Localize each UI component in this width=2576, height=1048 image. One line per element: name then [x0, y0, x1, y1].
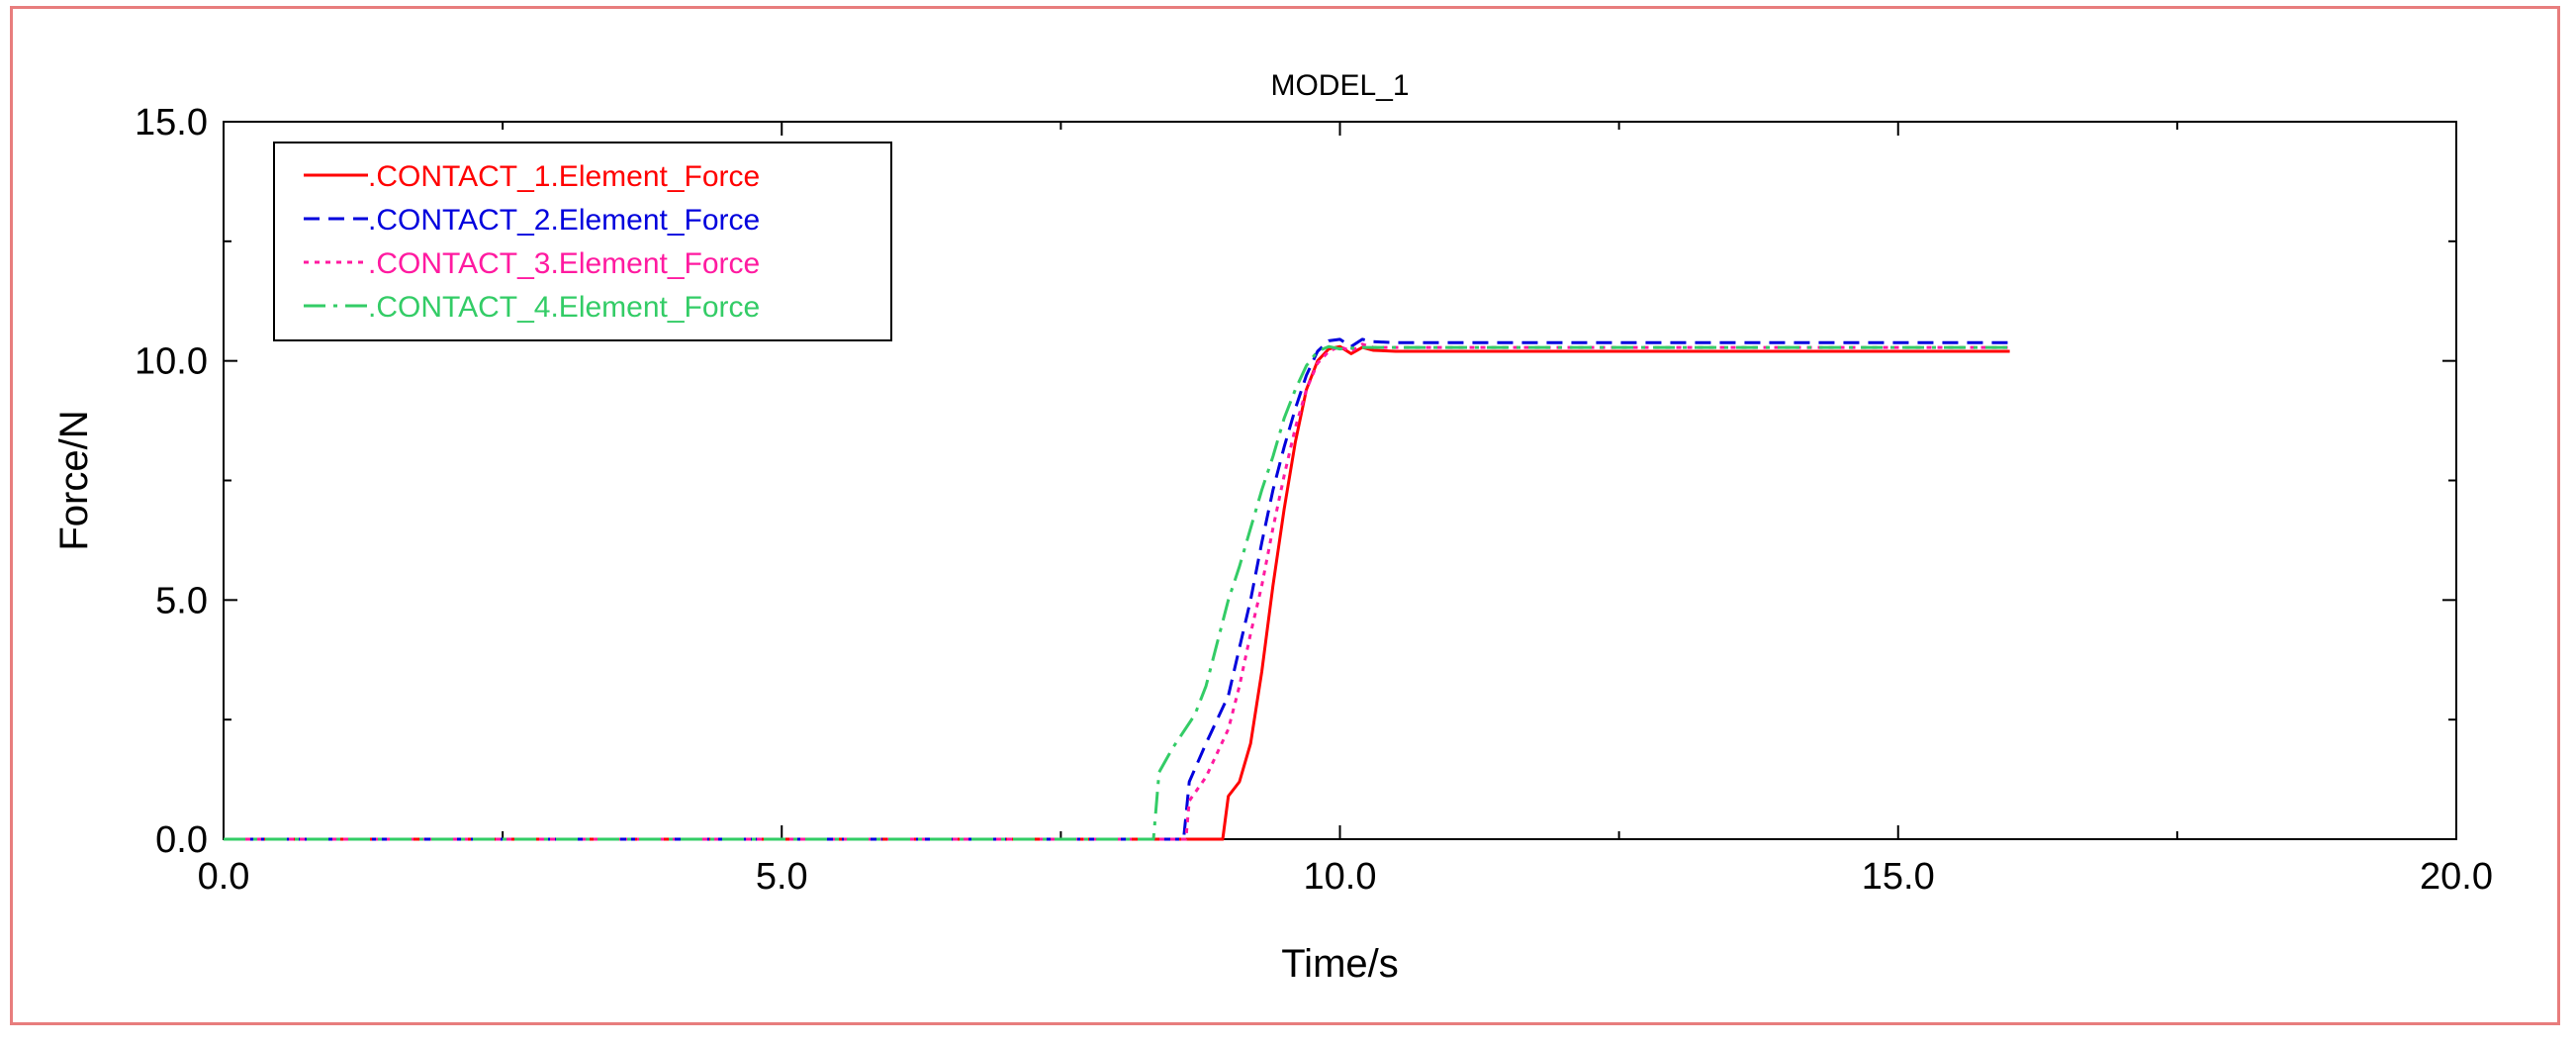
chart-frame: [10, 6, 2560, 1025]
y-tick-label: 5.0: [155, 580, 208, 621]
x-tick-label: 10.0: [1304, 856, 1377, 898]
series-layer: [224, 337, 2010, 841]
y-tick-label: 0.0: [155, 819, 208, 861]
legend-box: [273, 142, 892, 341]
legend-label-contact-4: .CONTACT_4.Element_Force: [368, 291, 760, 324]
legend-label-contact-3: .CONTACT_3.Element_Force: [368, 247, 760, 280]
ticks-layer: 0.0 5.0 10.0 15.0 20.0 0.0 5.0 10.0 15.0: [135, 102, 2493, 898]
series-line-contact-1: [224, 344, 2010, 841]
x-tick-label: 20.0: [2420, 856, 2493, 898]
x-tick-label: 15.0: [1862, 856, 1935, 898]
legend-label-contact-1: .CONTACT_1.Element_Force: [368, 160, 760, 193]
legend-label-contact-2: .CONTACT_2.Element_Force: [368, 204, 760, 237]
series-line-contact-4: [224, 344, 2010, 841]
y-tick-label: 10.0: [135, 341, 208, 383]
series-line-contact-3: [224, 342, 2010, 841]
y-tick-label: 15.0: [135, 102, 208, 143]
x-tick-label: 0.0: [198, 856, 250, 898]
chart-title: MODEL_1: [1270, 69, 1409, 102]
series-line-contact-2: [224, 337, 2010, 841]
legend: .CONTACT_1.Element_Force .CONTACT_2.Eleme…: [273, 142, 892, 341]
x-tick-label: 5.0: [756, 856, 808, 898]
y-axis-title: Force/N: [52, 410, 96, 550]
x-axis-title: Time/s: [1281, 942, 1399, 986]
